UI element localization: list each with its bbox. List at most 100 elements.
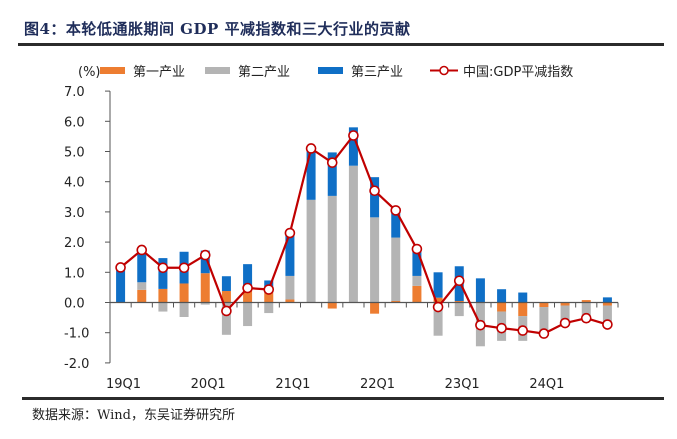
bar-第一产业-23Q4 xyxy=(518,302,528,317)
figure-title: 图4：本轮低通胀期间 GDP 平减指数和三大行业的贡献 xyxy=(24,20,411,38)
bar-第一产业-20Q3 xyxy=(243,290,253,303)
y-axis: -2.0 -1.0 0.0 1.0 2.0 3.0 4.0 5.0 6.0 7.0 xyxy=(64,85,111,372)
legend-item: 第一产业 xyxy=(100,65,185,80)
line-point-23Q4 xyxy=(517,325,529,336)
line-series xyxy=(115,130,613,339)
bar-第一产业-21Q1 xyxy=(285,299,295,303)
bar-第一产业-22Q4 xyxy=(433,297,443,303)
line-point-21Q3 xyxy=(326,157,338,168)
legend-marker xyxy=(439,65,449,76)
line-point-20Q1 xyxy=(199,249,211,261)
bar-第三产业-19Q2 xyxy=(137,252,147,283)
bar-第三产业-21Q2 xyxy=(306,148,316,200)
bar-第三产业-22Q1 xyxy=(370,177,380,218)
line-point-23Q3 xyxy=(496,322,507,334)
bar-第三产业-23Q4 xyxy=(518,292,528,303)
bar-第二产业-21Q4 xyxy=(348,165,358,303)
bar-第三产业-19Q1 xyxy=(116,268,126,303)
bar-第一产业-23Q1 xyxy=(454,300,464,303)
legend-item: 第二产业 xyxy=(205,65,290,80)
line-point-20Q3 xyxy=(242,282,253,294)
line-point-22Q2 xyxy=(390,205,402,216)
legend-label: 第三产业 xyxy=(351,65,403,80)
bar-第三产业-23Q3 xyxy=(497,289,507,303)
bars xyxy=(116,127,612,347)
bar-第一产业-20Q2 xyxy=(221,291,231,303)
bar-第三产业-19Q3 xyxy=(158,258,168,289)
bar-第一产业-19Q2 xyxy=(137,289,147,303)
y-tick-label: 0.0 xyxy=(64,297,85,312)
line-point-23Q1 xyxy=(453,275,465,287)
bar-第一产业-21Q3 xyxy=(327,302,337,309)
legend-swatch xyxy=(318,67,343,74)
line-point-19Q4 xyxy=(178,262,190,274)
legend: (%) 第一产业 第二产业 第三产业 中国:GDP平减指数 xyxy=(78,65,573,80)
bar-第二产业-20Q2 xyxy=(221,302,231,335)
bar-第一产业-20Q1 xyxy=(200,273,210,303)
x-tick-label: 22Q1 xyxy=(360,377,395,392)
line-point-24Q4 xyxy=(602,319,613,330)
bar-第三产业-20Q3 xyxy=(243,264,253,291)
line-point-20Q2 xyxy=(221,305,232,317)
legend-label: 中国:GDP平减指数 xyxy=(463,65,573,80)
bar-第三产业-23Q2 xyxy=(475,278,485,303)
y-tick-label: 1.0 xyxy=(64,266,85,281)
bar-第三产业-20Q2 xyxy=(221,276,231,292)
x-tick-label: 21Q1 xyxy=(275,377,310,392)
bar-第三产业-22Q3 xyxy=(412,249,422,276)
legend-label: 第二产业 xyxy=(238,65,290,80)
bar-第二产业-21Q3 xyxy=(327,195,337,303)
bar-第一产业-20Q4 xyxy=(264,292,274,303)
bar-第三产业-24Q4 xyxy=(602,297,612,303)
legend-swatch xyxy=(205,67,230,74)
bar-第三产业-21Q4 xyxy=(348,127,358,166)
y-tick-label: -2.0 xyxy=(64,357,89,372)
bar-第二产业-19Q2 xyxy=(137,282,147,290)
x-tick-label: 20Q1 xyxy=(191,377,226,392)
bar-第二产业-23Q1 xyxy=(454,302,464,317)
legend-item: 第三产业 xyxy=(318,65,403,80)
line-point-19Q2 xyxy=(136,244,148,256)
line-point-24Q2 xyxy=(559,317,571,329)
bar-第二产业-20Q1 xyxy=(200,302,210,305)
line-point-22Q4 xyxy=(432,301,444,313)
line-point-24Q1 xyxy=(538,328,550,339)
bar-第一产业-19Q4 xyxy=(179,283,189,303)
bar-第三产业-22Q2 xyxy=(391,209,401,238)
bar-第三产业-20Q1 xyxy=(200,250,210,274)
bar-第三产业-22Q4 xyxy=(433,272,443,298)
bar-第二产业-24Q4 xyxy=(602,305,612,323)
bar-第二产业-20Q4 xyxy=(264,302,274,314)
x-tick-label: 19Q1 xyxy=(106,377,141,392)
x-tick-label: 24Q1 xyxy=(529,377,564,392)
bar-第三产业-21Q3 xyxy=(327,152,337,196)
y-tick-label: 4.0 xyxy=(64,176,85,191)
bar-第一产业-24Q1 xyxy=(539,302,549,308)
x-tick-label: 23Q1 xyxy=(445,377,480,392)
y-tick-label: -1.0 xyxy=(64,327,89,342)
line-point-19Q1 xyxy=(115,262,126,273)
bar-第二产业-21Q1 xyxy=(285,275,295,300)
line-point-22Q1 xyxy=(369,185,380,197)
bar-第三产业-21Q1 xyxy=(285,233,295,276)
y-tick-label: 3.0 xyxy=(64,206,85,221)
bar-第一产业-22Q2 xyxy=(391,300,401,303)
x-axis xyxy=(109,301,619,308)
source-rule xyxy=(22,397,664,400)
bar-第一产业-22Q3 xyxy=(412,285,422,303)
bar-第二产业-22Q4 xyxy=(433,302,443,336)
unit-label: (%) xyxy=(78,65,101,80)
line-point-24Q3 xyxy=(580,312,592,324)
bar-第二产业-24Q3 xyxy=(581,302,591,320)
line-point-21Q1 xyxy=(284,227,296,239)
line-point-23Q2 xyxy=(475,319,486,331)
legend-label: 第一产业 xyxy=(133,65,185,80)
bar-第二产业-24Q1 xyxy=(539,307,549,335)
y-tick-label: 5.0 xyxy=(64,146,85,161)
bar-第二产业-19Q4 xyxy=(179,302,189,317)
x-tick-labels: 19Q1 20Q1 21Q1 22Q1 23Q1 24Q1 xyxy=(106,377,564,392)
line-point-20Q4 xyxy=(263,284,275,295)
bar-第一产业-24Q4 xyxy=(602,302,612,306)
title-rule xyxy=(18,43,664,46)
